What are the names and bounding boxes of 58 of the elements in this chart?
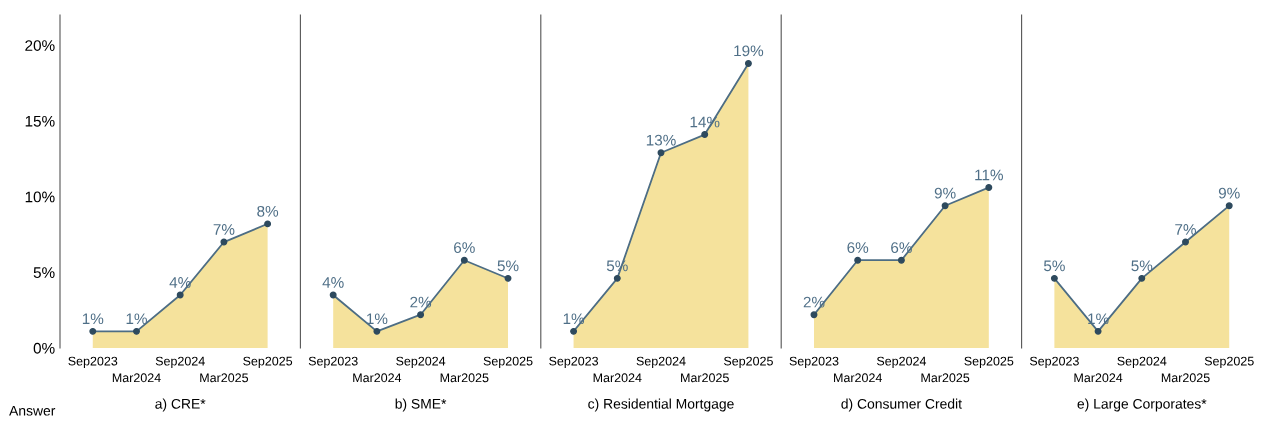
data-label: 19% <box>734 45 764 57</box>
data-label: 9% <box>934 187 956 199</box>
data-label: 2% <box>803 296 825 308</box>
data-label: 6% <box>454 242 475 254</box>
x-tick-label: Sep2024 <box>876 356 927 368</box>
data-label: 5% <box>1131 260 1153 272</box>
x-tick-label: Sep2025 <box>964 356 1014 368</box>
x-tick-label: Mar2024 <box>353 373 402 383</box>
y-tick-label: 10% <box>25 191 55 203</box>
x-axis-title: b) SME* <box>395 398 447 412</box>
data-label: 5% <box>497 260 519 272</box>
data-label: 9% <box>1218 187 1240 199</box>
y-tick-label: 20% <box>25 40 55 51</box>
x-tick-label: Mar2025 <box>200 373 249 383</box>
data-label: 4% <box>169 277 191 288</box>
x-axis-title: d) Consumer Credit <box>841 398 962 412</box>
x-tick-label: Sep2025 <box>483 356 533 368</box>
data-label: 7% <box>213 224 235 235</box>
x-tick-label: Sep2023 <box>789 356 839 368</box>
data-label: 6% <box>891 242 912 254</box>
x-tick-label: Sep2023 <box>1029 356 1079 368</box>
x-axis-title: a) CRE* <box>155 398 206 412</box>
text: Answer <box>9 405 56 416</box>
y-tick-label: 5% <box>33 267 55 278</box>
x-tick-label: Mar2025 <box>440 373 489 383</box>
x-tick-label: Mar2025 <box>681 373 729 383</box>
x-tick-label: Mar2024 <box>1074 373 1123 383</box>
data-label: 8% <box>257 205 279 217</box>
x-tick-label: Sep2025 <box>243 356 293 368</box>
x-axis-title: e) Large Corporates* <box>1077 398 1207 412</box>
x-axis-title: c) Residential Mortgage <box>588 398 734 412</box>
x-tick-label: Sep2025 <box>723 356 773 368</box>
data-label: 6% <box>847 242 869 254</box>
data-label: 11% <box>975 169 1003 181</box>
y-tick-label: 15% <box>25 115 55 127</box>
x-tick-label: Sep2023 <box>308 356 358 368</box>
data-label: 1% <box>367 313 388 325</box>
x-tick-label: Mar2024 <box>593 373 642 383</box>
x-tick-label: Mar2024 <box>834 373 882 383</box>
x-tick-label: Sep2024 <box>1117 356 1167 368</box>
x-tick-label: Mar2025 <box>1161 373 1210 383</box>
data-label: 1% <box>82 313 104 325</box>
x-tick-label: Sep2023 <box>68 356 118 368</box>
x-tick-label: Sep2025 <box>1204 356 1254 368</box>
data-label: 1% <box>126 313 147 325</box>
data-label: 7% <box>1175 224 1197 235</box>
data-label: 1% <box>563 313 585 325</box>
x-tick-label: Mar2025 <box>921 373 970 383</box>
x-tick-label: Sep2023 <box>549 356 599 368</box>
x-tick-label: Sep2024 <box>396 356 446 368</box>
data-label: 5% <box>1043 260 1065 272</box>
data-label: 4% <box>322 277 344 288</box>
x-tick-label: Sep2024 <box>155 356 205 368</box>
data-label: 13% <box>646 134 676 146</box>
x-tick-label: Sep2024 <box>636 356 686 368</box>
data-label: 2% <box>410 296 432 308</box>
x-tick-label: Mar2024 <box>112 373 161 383</box>
y-tick-label: 0% <box>33 342 55 354</box>
